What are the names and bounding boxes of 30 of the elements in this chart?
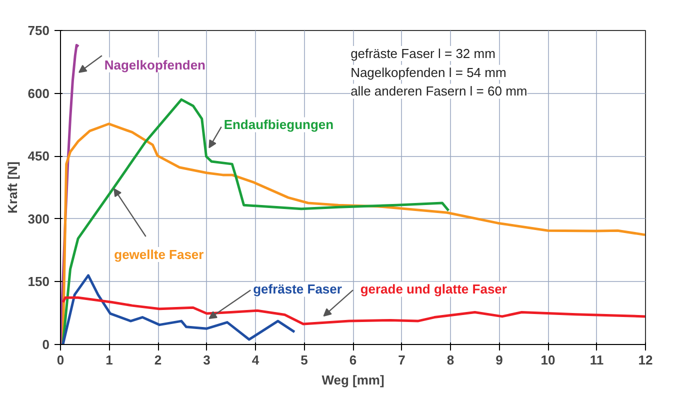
x-tick-label: 6 bbox=[349, 352, 357, 368]
series-label: Endaufbiegungen bbox=[224, 117, 334, 132]
x-tick-label: 4 bbox=[252, 352, 260, 368]
y-tick-label: 600 bbox=[28, 86, 50, 101]
text: gewellte Faser bbox=[114, 246, 204, 262]
text: gefräste Faser bbox=[253, 282, 342, 297]
x-tick-label: 7 bbox=[398, 352, 406, 368]
annotation: Nagelkopfenden l = 54 mm bbox=[350, 64, 506, 80]
x-tick-label: 8 bbox=[446, 352, 454, 368]
line-series bbox=[62, 296, 646, 326]
x-tick-label: 2 bbox=[154, 352, 162, 368]
x-tick-label: 0 bbox=[56, 352, 64, 368]
x-tick-label: 12 bbox=[638, 352, 653, 368]
x-axis-title: Weg [mm] bbox=[322, 372, 384, 388]
text: Nagelkopfenden bbox=[104, 57, 206, 72]
x-tick-label: 3 bbox=[203, 352, 210, 368]
x-tick-label: 11 bbox=[590, 352, 604, 368]
x-tick-label: 5 bbox=[300, 352, 308, 368]
y-tick-label: 0 bbox=[42, 337, 50, 352]
y-tick-label: 150 bbox=[28, 274, 50, 290]
series-label: gerade und glatte Faser bbox=[360, 282, 507, 297]
annotation: alle anderen Fasern l = 60 mm bbox=[350, 84, 528, 99]
y-tick-label: 300 bbox=[28, 211, 50, 226]
x-tick-label: 9 bbox=[496, 352, 503, 368]
annotation: gefräste Faser l = 32 mm bbox=[350, 46, 496, 62]
y-tick-label: 750 bbox=[28, 23, 50, 38]
y-tick-label: 450 bbox=[28, 148, 50, 164]
x-tick-label: 1 bbox=[106, 352, 113, 368]
x-tick-label: 10 bbox=[540, 352, 556, 368]
y-axis-title: Kraft [N] bbox=[4, 161, 20, 214]
